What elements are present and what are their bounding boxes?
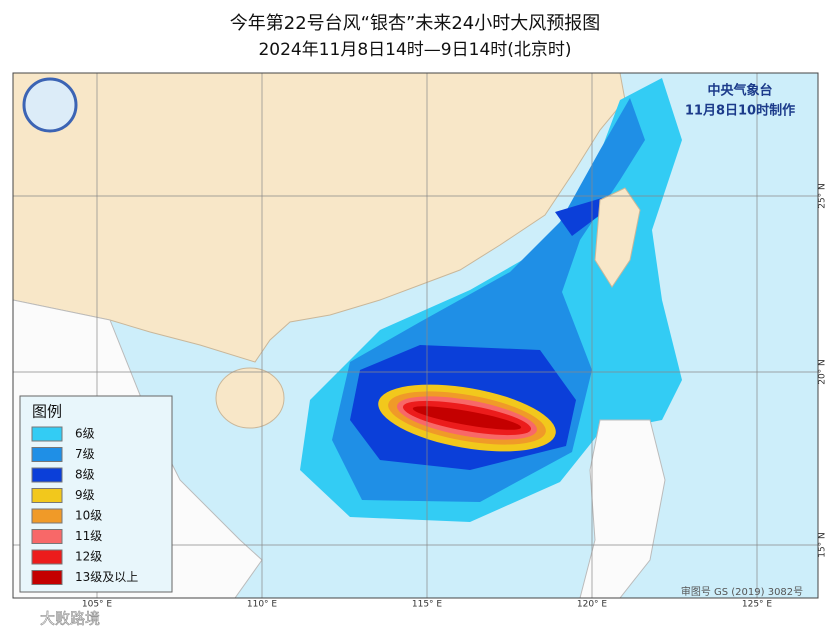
legend-label: 8级 [75, 468, 95, 482]
map-area [13, 73, 818, 598]
hainan [215, 367, 285, 429]
legend-title: 图例 [32, 403, 62, 421]
agency: 中央气象台 [707, 83, 772, 99]
latitude-label: 25° N [818, 183, 828, 209]
issued-time: 11月8日10时制作 [685, 103, 795, 119]
china-land [13, 73, 626, 363]
legend-swatch [31, 508, 63, 524]
latitude-label: 15° N [818, 532, 828, 558]
subtitle: 2024年11月8日14时—9日14时(北京时) [258, 40, 571, 60]
watermark: 大败路境 [40, 610, 100, 628]
legend-label: 10级 [75, 509, 102, 523]
wind-zone [555, 198, 612, 236]
map-frame [12, 72, 819, 599]
latitude-label: 20° N [818, 359, 828, 385]
taiwan [594, 187, 641, 288]
legend-label: 11级 [75, 529, 102, 543]
legend-label: 13级及以上 [75, 570, 138, 584]
legend: 图例 6级 7级 8级 9级 10级 11级 12级 13级及以上 [19, 395, 173, 593]
legend-swatch [31, 447, 63, 462]
cma-logo [22, 77, 78, 133]
legend-swatch [31, 467, 63, 483]
title: 今年第22号台风“银杏”未来24小时大风预报图 [230, 13, 600, 34]
legend-swatch [31, 426, 63, 442]
wind-zones [300, 78, 682, 522]
longitude-label: 115° E [412, 600, 443, 610]
longitude-label: 110° E [247, 600, 278, 610]
legend-label: 12级 [75, 550, 102, 564]
legend-swatch [31, 549, 63, 565]
wind-zone [412, 406, 522, 430]
legend-swatch [31, 529, 63, 544]
longitude-label: 125° E [742, 600, 773, 610]
legend-label: 9级 [75, 488, 95, 502]
approval-number: 审图号 GS (2019) 3082号 [681, 585, 803, 598]
longitude-label: 105° E [82, 600, 113, 610]
legend-label: 6级 [75, 427, 95, 441]
legend-swatch [31, 488, 63, 503]
legend-swatch [31, 570, 63, 585]
legend-label: 7级 [75, 447, 95, 461]
longitude-label: 120° E [577, 600, 608, 610]
